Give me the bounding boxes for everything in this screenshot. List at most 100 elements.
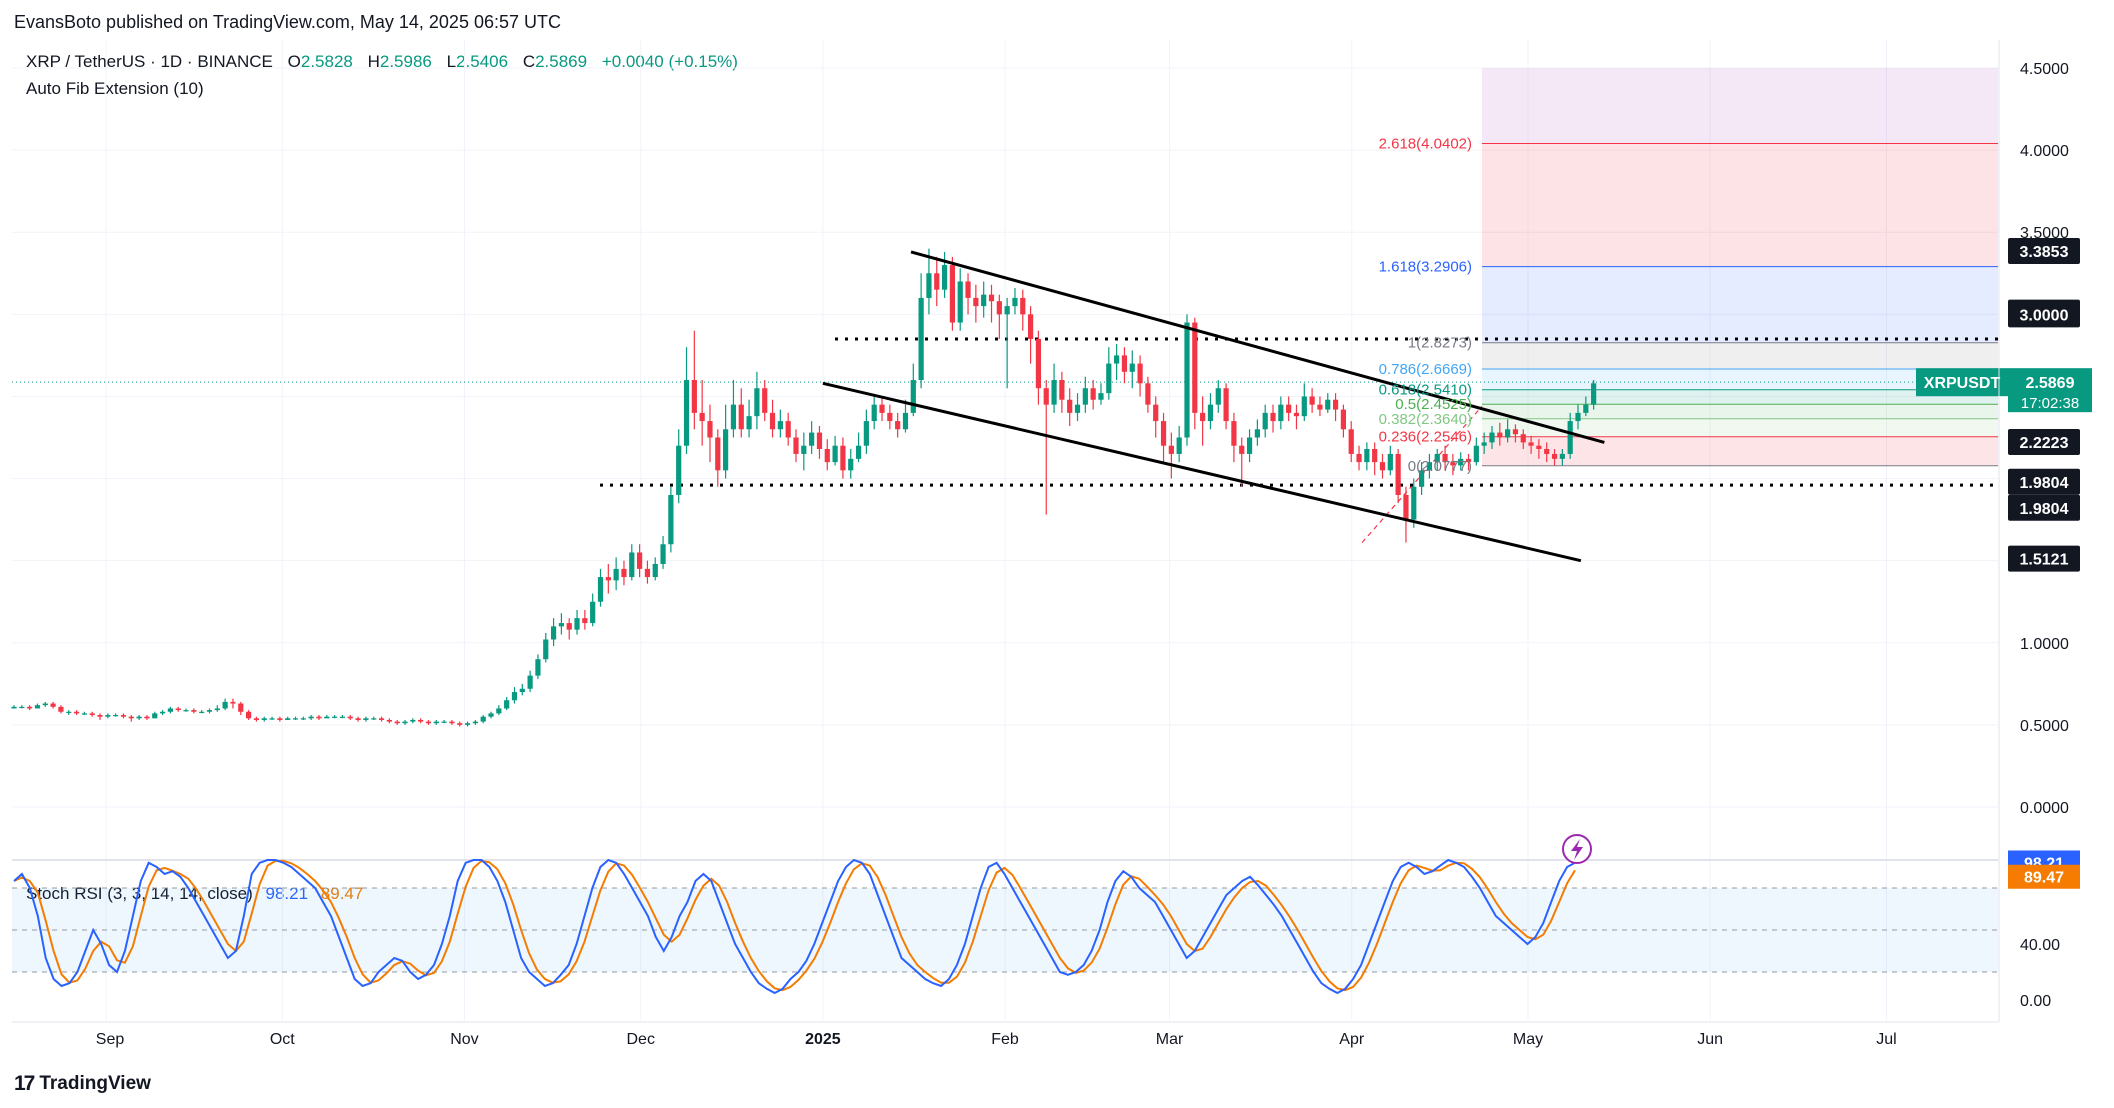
candle-body xyxy=(1434,453,1440,463)
candle-body xyxy=(1411,486,1417,520)
candle-body xyxy=(292,718,299,720)
ticker-badge[interactable] xyxy=(1916,368,2008,397)
stoch-rsi-pane xyxy=(12,858,1998,995)
fib-label: 1(2.8273) xyxy=(1408,335,1472,352)
candle-body xyxy=(1528,442,1534,446)
candle-body xyxy=(738,404,744,430)
candle-body xyxy=(1332,399,1339,410)
candle-body xyxy=(128,716,134,719)
candle-body xyxy=(895,421,901,430)
time-tick-label: Jun xyxy=(1697,1031,1723,1048)
candle-body xyxy=(1020,297,1026,315)
candle-body xyxy=(1035,338,1042,389)
fib-label: 0.5(2.4525) xyxy=(1395,396,1472,413)
candle-body xyxy=(1270,412,1276,422)
candle-body xyxy=(934,273,940,290)
candle-body xyxy=(1591,383,1597,405)
price-badge-label: 3.0000 xyxy=(2020,307,2069,324)
price-badge xyxy=(2008,301,2080,328)
candle-body xyxy=(214,708,220,711)
price-badge-label: 1.9804 xyxy=(2020,475,2069,492)
time-tick-label: Feb xyxy=(991,1031,1019,1048)
candle-body xyxy=(660,544,666,564)
candle-body xyxy=(574,618,580,630)
candle-body xyxy=(34,705,41,709)
candle-body xyxy=(887,412,893,422)
candle-body xyxy=(949,265,955,323)
stoch-d-badge-label: 89.47 xyxy=(2024,870,2064,887)
candle-body xyxy=(324,716,330,719)
candle-body xyxy=(1012,297,1018,307)
fib-zone xyxy=(1482,342,1998,370)
candle-body xyxy=(1379,462,1386,471)
candle-body xyxy=(1559,453,1565,459)
time-tick-label: Nov xyxy=(450,1031,478,1048)
candle-body xyxy=(1340,409,1346,430)
candle-body xyxy=(66,711,72,713)
candle-body xyxy=(175,708,181,711)
candle-body xyxy=(597,577,604,602)
candle-body xyxy=(1098,393,1104,400)
fib-zone xyxy=(1482,68,1998,144)
candle-body xyxy=(355,718,361,720)
price-tick-label: 1.0000 xyxy=(2020,636,2069,653)
candle-body xyxy=(550,626,557,640)
candle-body xyxy=(996,301,1002,315)
price-tick-label: 4.5000 xyxy=(2020,61,2069,78)
candle-body xyxy=(504,700,510,709)
candle-body xyxy=(558,623,564,627)
candle-body xyxy=(715,437,721,471)
price-tick-label: 0.5000 xyxy=(2020,718,2069,735)
candle-body xyxy=(613,568,619,581)
stoch-tick-label: 0.00 xyxy=(2020,993,2051,1010)
price-badge xyxy=(2008,238,2080,265)
price-badge xyxy=(2008,468,2080,495)
candle-body xyxy=(81,713,87,715)
candle-body xyxy=(1458,458,1464,466)
candle-body xyxy=(1450,462,1456,466)
time-axis[interactable]: Sep Oct Nov Dec 2025 Feb Mar Apr May Jun Jul xyxy=(12,40,2000,1048)
candle-body xyxy=(793,437,799,454)
candle-body xyxy=(863,421,869,446)
candle-body xyxy=(97,715,103,717)
candle-body xyxy=(42,703,48,706)
open-value: 2.5828 xyxy=(300,52,353,71)
candle-body xyxy=(449,721,455,724)
price-badge-label: 1.9804 xyxy=(2020,501,2069,518)
candle-body xyxy=(1473,445,1479,463)
candle-body xyxy=(1082,388,1088,405)
current-price-label: 2.5869 xyxy=(2026,375,2075,392)
candle-body xyxy=(691,380,697,413)
candle-body xyxy=(1387,453,1393,471)
time-tick-label: Sep xyxy=(96,1031,125,1048)
price-axis[interactable]: 4.5000 4.0000 3.5000 3.0000 1.0000 0.5000 0.00… xyxy=(1916,61,2092,1010)
candle-body xyxy=(410,719,416,722)
candle-body xyxy=(105,715,111,717)
candle-body xyxy=(152,713,158,719)
candle-body xyxy=(472,721,478,724)
candle-body xyxy=(816,432,823,449)
tradingview-brand[interactable]: 17 TradingView xyxy=(14,1072,151,1096)
candle-body xyxy=(801,445,807,454)
ticker-badge-label: XRPUSDT xyxy=(1924,375,2001,392)
price-badge xyxy=(2008,429,2080,456)
candle-body xyxy=(707,421,713,438)
candle-body xyxy=(777,421,783,430)
candle-body xyxy=(1465,458,1472,463)
candle-body xyxy=(1403,494,1409,520)
candle-body xyxy=(441,721,447,723)
indicator-legend[interactable]: Auto Fib Extension (10) xyxy=(26,79,204,98)
lightning-icon[interactable] xyxy=(1562,834,1592,864)
high-value: 2.5986 xyxy=(379,52,432,71)
close-value: 2.5869 xyxy=(535,52,588,71)
candle-body xyxy=(418,719,424,722)
candle-body xyxy=(1364,448,1370,463)
stoch-k-line xyxy=(13,858,1576,995)
symbol-name[interactable]: XRP / TetherUS · 1D · BINANCE xyxy=(26,52,273,71)
candle-body xyxy=(1215,388,1221,405)
time-tick-label: May xyxy=(1513,1031,1543,1048)
fib-label: 0.382(2.3640) xyxy=(1379,411,1472,428)
candle-body xyxy=(19,706,25,709)
candle-body xyxy=(1176,437,1182,454)
